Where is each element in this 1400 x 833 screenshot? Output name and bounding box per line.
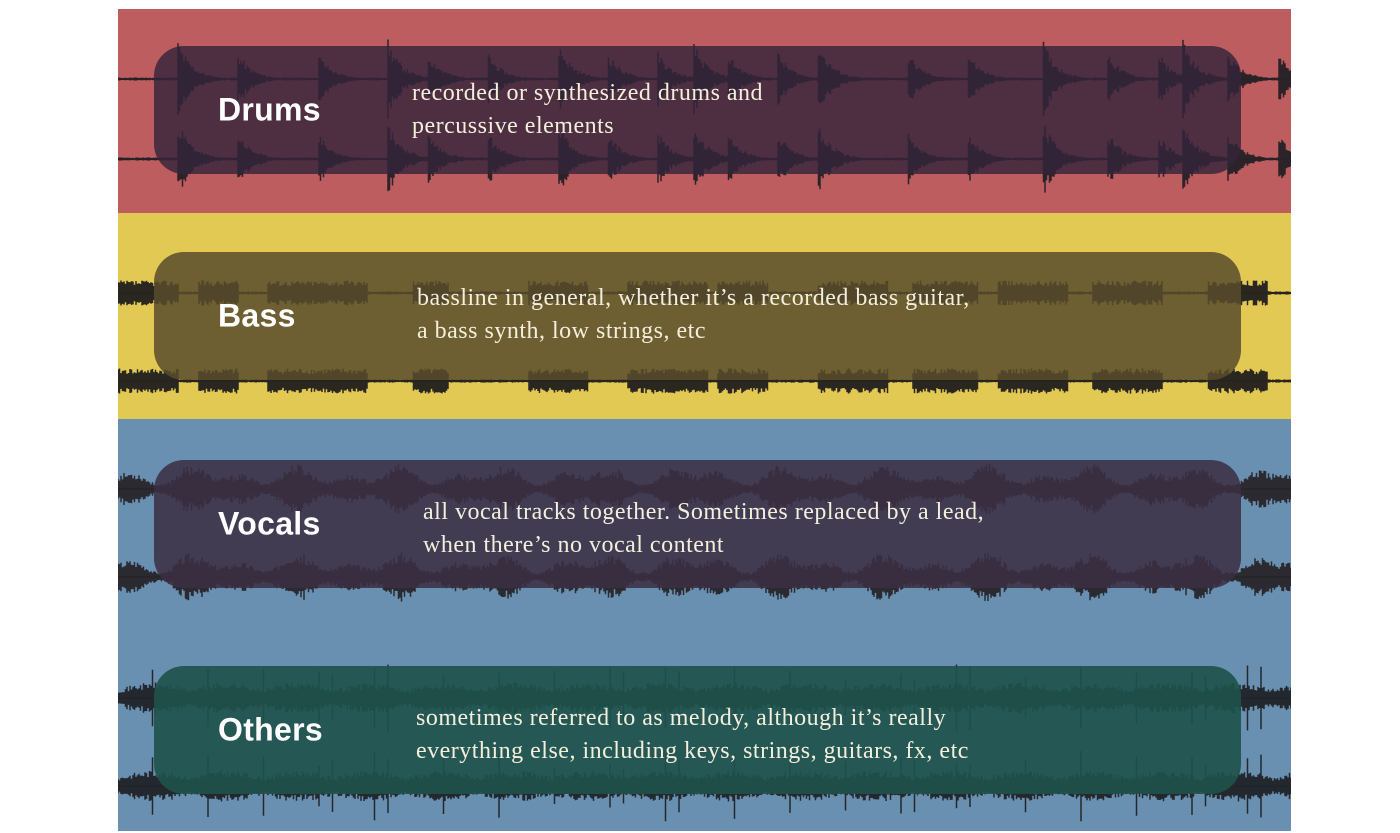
track-vocals: Vocals all vocal tracks together. Someti… xyxy=(118,419,1291,626)
track-drums: Drums recorded or synthesized drums and … xyxy=(118,9,1291,213)
stem-description-others: sometimes referred to as melody, althoug… xyxy=(416,702,969,768)
stem-diagram: Drums recorded or synthesized drums and … xyxy=(118,9,1291,831)
stem-description-vocals: all vocal tracks together. Sometimes rep… xyxy=(423,496,984,562)
stem-card-bass: Bass bassline in general, whether it’s a… xyxy=(154,252,1241,380)
track-bass: Bass bassline in general, whether it’s a… xyxy=(118,213,1291,419)
stem-card-others: Others sometimes referred to as melody, … xyxy=(154,666,1241,794)
stem-description-bass: bassline in general, whether it’s a reco… xyxy=(417,282,970,348)
stem-description-line: a bass synth, low strings, etc xyxy=(417,315,970,348)
stem-card-vocals: Vocals all vocal tracks together. Someti… xyxy=(154,460,1241,588)
stem-description-line: when there’s no vocal content xyxy=(423,529,984,562)
stem-description-line: bassline in general, whether it’s a reco… xyxy=(417,282,970,315)
stem-name-vocals: Vocals xyxy=(218,506,321,543)
stem-name-bass: Bass xyxy=(218,298,296,335)
stem-card-drums: Drums recorded or synthesized drums and … xyxy=(154,46,1241,174)
stem-description-line: everything else, including keys, strings… xyxy=(416,735,969,768)
stem-description-line: sometimes referred to as melody, althoug… xyxy=(416,702,969,735)
stem-description-line: all vocal tracks together. Sometimes rep… xyxy=(423,496,984,529)
stem-description-line: percussive elements xyxy=(412,110,763,143)
stem-description-line: recorded or synthesized drums and xyxy=(412,77,763,110)
stem-description-drums: recorded or synthesized drums and percus… xyxy=(412,77,763,143)
stem-name-others: Others xyxy=(218,712,323,749)
stem-name-drums: Drums xyxy=(218,92,321,129)
track-others: Others sometimes referred to as melody, … xyxy=(118,626,1291,831)
